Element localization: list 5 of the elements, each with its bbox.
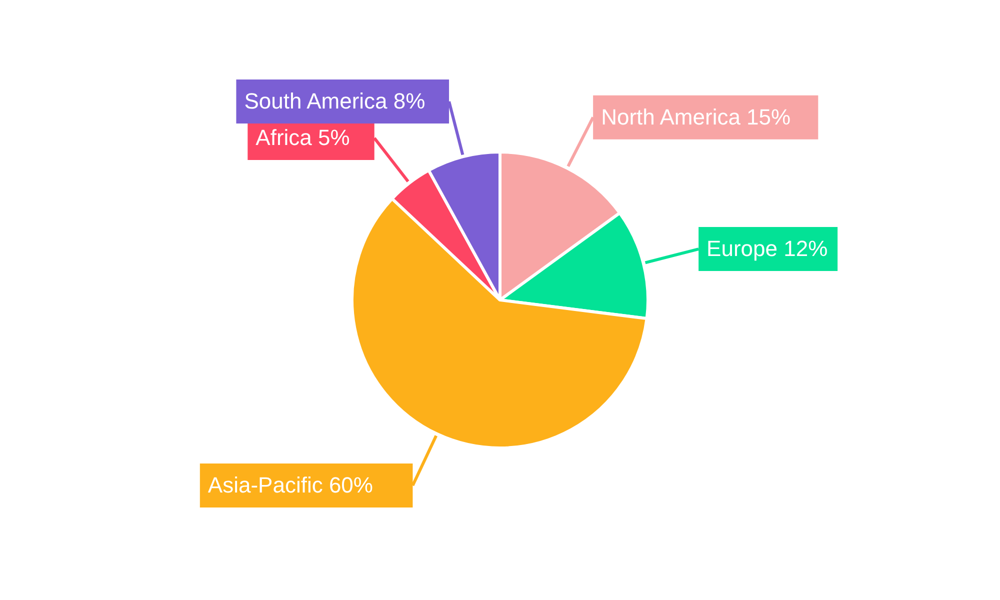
slice-label: South America 8% [244, 88, 426, 114]
slice-label: Asia-Pacific 60% [208, 472, 373, 498]
slice-label: Africa 5% [256, 125, 350, 150]
slice-label: North America 15% [601, 104, 791, 130]
slice-label: Europe 12% [706, 236, 828, 262]
